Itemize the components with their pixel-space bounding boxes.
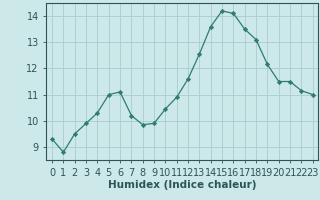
X-axis label: Humidex (Indice chaleur): Humidex (Indice chaleur) [108,180,257,190]
